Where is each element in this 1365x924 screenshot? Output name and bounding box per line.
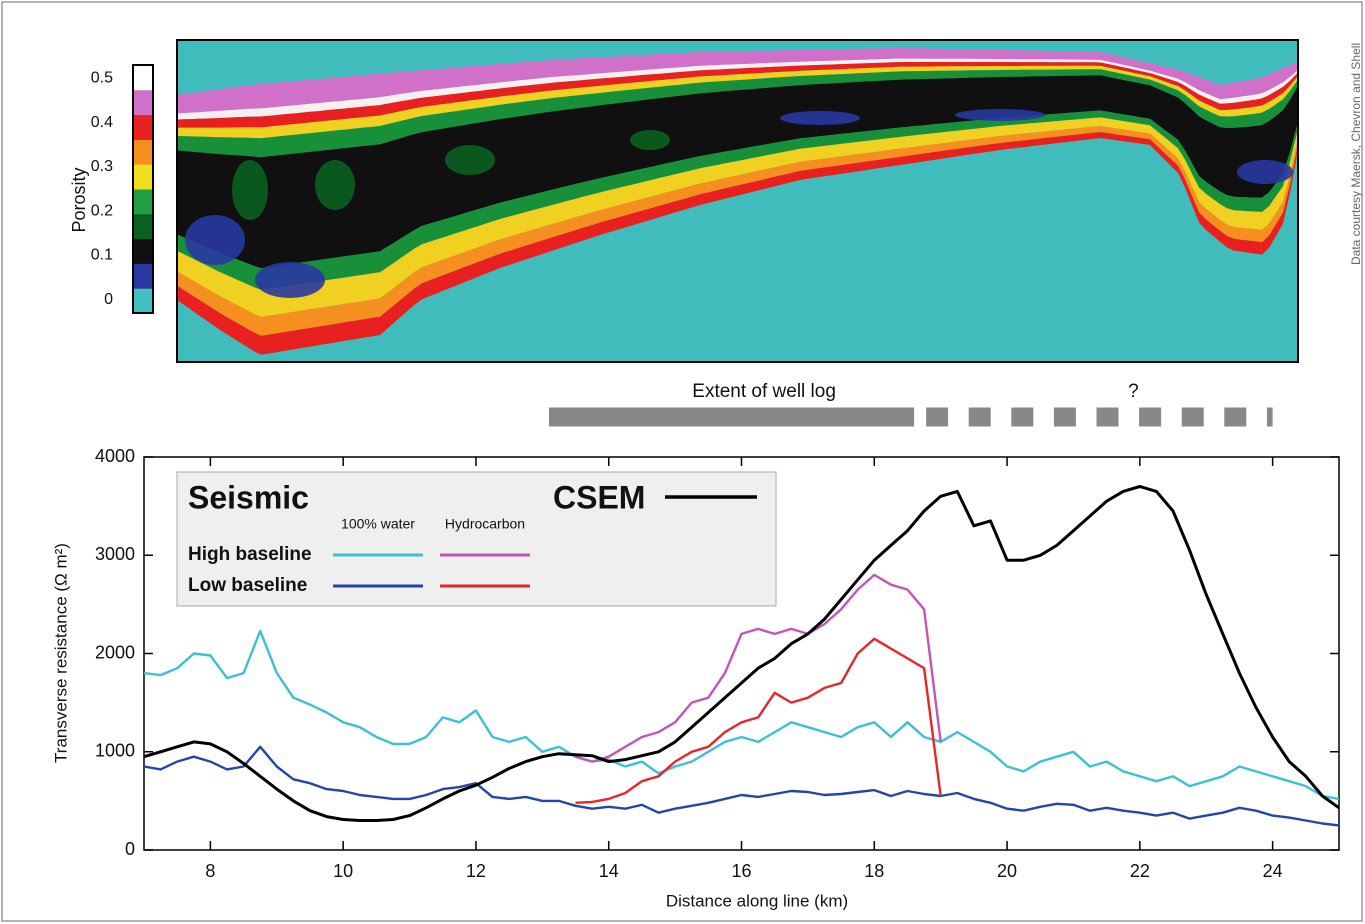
x-tick-label: 16 (731, 861, 751, 881)
legend-column: 100% water (341, 516, 415, 532)
extent-label: ? (1128, 381, 1139, 402)
colorbar-band (133, 114, 153, 140)
x-tick-label: 10 (333, 861, 353, 881)
series-line (575, 637, 942, 804)
legend-row: High baseline (188, 544, 312, 565)
colorbar-band (133, 189, 153, 215)
section-layer (177, 69, 1298, 158)
x-tick-label: 8 (205, 861, 215, 881)
x-tick-label: 14 (599, 861, 619, 881)
series-line (143, 485, 1340, 822)
legend-column: Hydrocarbon (445, 516, 525, 532)
legend-label: CSEM (553, 479, 645, 515)
colorbar-band (133, 65, 153, 91)
section-patch (445, 145, 495, 175)
colorbar-tick-label: 0.1 (91, 247, 113, 264)
colorbar-label: Porosity (69, 167, 89, 232)
colorbar-band (133, 263, 153, 289)
legend-row: Low baseline (188, 575, 307, 596)
x-tick-label: 24 (1263, 861, 1283, 881)
colorbar-tick-label: 0.5 (91, 70, 113, 87)
section-layer (177, 75, 1298, 269)
section-patch (185, 215, 245, 265)
section-layer (177, 132, 1298, 355)
colorbar-band (133, 288, 153, 314)
credit: Data courtesy Maersk, Chevron and Shell (1349, 43, 1363, 265)
section-frame (176, 39, 1299, 363)
y-tick-label: 3000 (95, 544, 135, 564)
series-line (143, 629, 1340, 801)
section-layer (177, 48, 1298, 114)
section-patch (232, 160, 268, 220)
section-patch (780, 111, 860, 125)
y-tick-label: 2000 (95, 642, 135, 662)
series-line (575, 573, 942, 763)
y-axis-label: Transverse resistance (Ω m²) (51, 543, 70, 763)
colorbar-tick-label: 0.4 (91, 114, 113, 131)
colorbar-band (133, 89, 153, 116)
colorbar-band (133, 213, 153, 240)
x-tick-label: 22 (1130, 861, 1150, 881)
extent-label: Extent of well log (692, 381, 836, 402)
porosity-section (177, 40, 1298, 362)
x-tick-label: 12 (466, 861, 486, 881)
legend-title: Seismic (188, 479, 309, 515)
x-axis-label: Distance along line (km) (666, 891, 848, 910)
y-tick-label: 4000 (95, 446, 135, 466)
section-layer (177, 58, 1298, 120)
section-layer (177, 62, 1298, 128)
y-tick-label: 1000 (95, 741, 135, 761)
section-patch (630, 130, 670, 150)
y-tick-label: 0 (125, 839, 135, 859)
section-patch (255, 262, 325, 298)
colorbar-tick-label: 0.3 (91, 158, 113, 175)
colorbar-band (133, 164, 153, 190)
x-tick-label: 18 (864, 861, 884, 881)
colorbar-tick-label: 0.2 (91, 202, 113, 219)
section-patch (315, 160, 355, 210)
section-patch (1237, 160, 1293, 184)
colorbar-band (133, 238, 153, 264)
legend-box (176, 471, 777, 607)
section-layer (177, 65, 1298, 139)
section-patch (955, 109, 1045, 121)
section-layer (177, 126, 1298, 336)
colorbar-tick-label: 0 (104, 291, 113, 308)
colorbar-frame (132, 64, 154, 314)
colorbar-band (133, 139, 153, 165)
series-line (143, 745, 1340, 827)
x-tick-label: 20 (997, 861, 1017, 881)
